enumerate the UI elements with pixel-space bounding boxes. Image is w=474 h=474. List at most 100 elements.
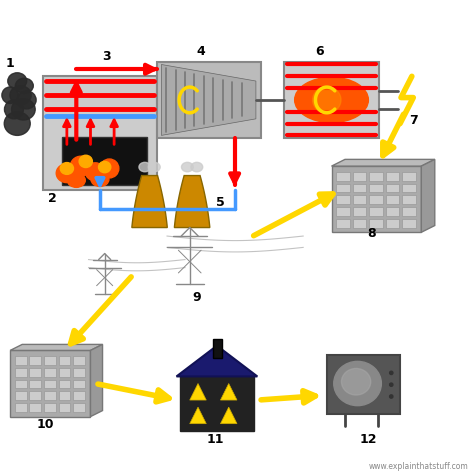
Polygon shape [91, 345, 102, 417]
Bar [336, 183, 350, 192]
Polygon shape [421, 159, 435, 232]
Bar [73, 368, 85, 377]
Bar [353, 172, 366, 181]
Bar [353, 207, 366, 216]
Bar [44, 403, 56, 412]
Bar [336, 207, 350, 216]
Bar [44, 380, 56, 388]
Ellipse shape [10, 86, 31, 105]
Ellipse shape [100, 159, 119, 178]
Ellipse shape [2, 87, 18, 103]
Bar [43, 76, 156, 190]
Bar [336, 195, 350, 204]
Ellipse shape [8, 73, 27, 89]
Bar [62, 137, 147, 185]
Bar [59, 391, 70, 400]
Polygon shape [220, 383, 237, 400]
Text: 1: 1 [5, 57, 14, 70]
Bar [44, 391, 56, 400]
Bar [402, 183, 416, 192]
Bar [336, 172, 350, 181]
Bar [385, 183, 399, 192]
Text: 7: 7 [410, 114, 418, 127]
Ellipse shape [390, 371, 393, 374]
Bar [402, 207, 416, 216]
Ellipse shape [295, 77, 368, 123]
Ellipse shape [390, 383, 393, 386]
Polygon shape [331, 159, 435, 166]
Text: 6: 6 [315, 45, 324, 58]
Bar [59, 403, 70, 412]
Bar [29, 391, 41, 400]
Bar [15, 368, 27, 377]
Ellipse shape [4, 100, 23, 119]
Text: 11: 11 [206, 433, 224, 446]
Ellipse shape [11, 99, 35, 120]
Ellipse shape [79, 155, 92, 167]
Bar [336, 219, 350, 228]
Polygon shape [10, 345, 102, 350]
Bar [156, 62, 261, 138]
Bar [44, 356, 56, 365]
Text: 10: 10 [36, 419, 54, 431]
Ellipse shape [17, 91, 36, 109]
Bar [29, 403, 41, 412]
Polygon shape [176, 346, 257, 376]
Polygon shape [174, 175, 210, 228]
Bar [15, 356, 27, 365]
Text: 5: 5 [216, 196, 225, 210]
Bar [59, 368, 70, 377]
Ellipse shape [4, 112, 30, 136]
Text: 2: 2 [48, 191, 57, 205]
Ellipse shape [313, 87, 341, 113]
Bar [213, 338, 222, 357]
Ellipse shape [85, 163, 105, 181]
Bar [331, 166, 421, 232]
Bar [180, 376, 254, 431]
Bar [369, 207, 383, 216]
Bar [15, 380, 27, 388]
Polygon shape [220, 407, 237, 424]
Bar [369, 183, 383, 192]
Bar [59, 380, 70, 388]
Bar [385, 207, 399, 216]
Bar [402, 219, 416, 228]
Bar [73, 403, 85, 412]
Bar [402, 172, 416, 181]
Bar [73, 380, 85, 388]
Polygon shape [132, 175, 167, 228]
Ellipse shape [71, 156, 91, 176]
Polygon shape [190, 383, 206, 400]
Text: 4: 4 [197, 45, 206, 58]
Bar [15, 403, 27, 412]
Ellipse shape [341, 368, 371, 395]
Ellipse shape [91, 172, 109, 186]
Polygon shape [161, 64, 256, 136]
Text: 9: 9 [192, 291, 201, 304]
Bar [284, 62, 379, 138]
Bar [10, 350, 91, 417]
Ellipse shape [15, 78, 33, 93]
Ellipse shape [148, 162, 160, 172]
Bar [73, 356, 85, 365]
Bar [73, 391, 85, 400]
Bar [402, 195, 416, 204]
Text: www.explainthatstuff.com: www.explainthatstuff.com [369, 462, 469, 471]
Bar [353, 219, 366, 228]
Text: 3: 3 [102, 50, 111, 63]
Bar [353, 183, 366, 192]
Ellipse shape [139, 162, 151, 172]
Bar [44, 368, 56, 377]
Text: 8: 8 [367, 227, 375, 240]
Bar [59, 356, 70, 365]
Bar [29, 356, 41, 365]
Bar [369, 219, 383, 228]
Ellipse shape [56, 164, 77, 182]
Ellipse shape [67, 173, 85, 187]
Bar [353, 195, 366, 204]
Ellipse shape [99, 161, 111, 173]
Bar [327, 355, 400, 414]
Ellipse shape [334, 361, 382, 406]
Bar [29, 380, 41, 388]
Bar [369, 195, 383, 204]
